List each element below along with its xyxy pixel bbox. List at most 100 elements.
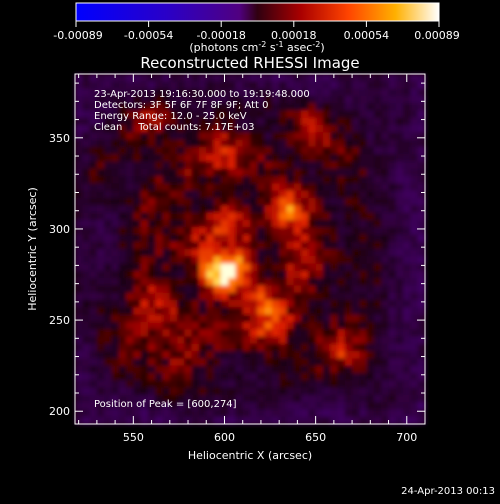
heatmap-cell: [271, 110, 280, 119]
heatmap-cell: [315, 292, 324, 301]
heatmap-cell: [191, 161, 200, 170]
heatmap-cell: [96, 176, 105, 184]
heatmap-cell: [118, 365, 127, 374]
heatmap-cell: [118, 117, 127, 126]
heatmap-cell: [220, 95, 229, 104]
heatmap-cell: [213, 176, 222, 184]
heatmap-cell: [381, 314, 390, 323]
heatmap-cell: [381, 241, 390, 250]
heatmap-cell: [104, 81, 113, 90]
heatmap-cell: [271, 270, 280, 279]
heatmap-cell: [330, 372, 339, 381]
heatmap-cell: [410, 146, 419, 155]
heatmap-cell: [264, 176, 273, 184]
heatmap-cell: [133, 146, 142, 155]
heatmap-cell: [184, 387, 193, 396]
heatmap-cell: [337, 387, 346, 396]
heatmap-cell: [271, 168, 280, 177]
heatmap-cell: [75, 343, 83, 352]
heatmap-cell: [373, 146, 382, 155]
heatmap-cell: [82, 314, 91, 323]
heatmap-cell: [177, 154, 185, 163]
heatmap-cell: [184, 285, 193, 294]
heatmap-cell: [330, 139, 339, 148]
heatmap-cell: [96, 154, 105, 163]
heatmap-cell: [228, 365, 237, 374]
heatmap-cell: [315, 256, 324, 265]
heatmap-cell: [366, 270, 375, 279]
heatmap-cell: [184, 314, 193, 323]
heatmap-cell: [228, 234, 237, 243]
heatmap-cell: [395, 139, 404, 148]
heatmap-cell: [403, 161, 412, 170]
heatmap-cell: [96, 125, 105, 133]
heatmap-cell: [330, 270, 339, 279]
heatmap-cell: [337, 394, 346, 403]
heatmap-cell: [352, 117, 360, 126]
heatmap-cell: [235, 234, 244, 243]
heatmap-cell: [315, 74, 324, 82]
heatmap-cell: [395, 241, 404, 250]
heatmap-cell: [126, 176, 134, 184]
heatmap-cell: [75, 176, 83, 184]
heatmap-cell: [104, 117, 113, 126]
heatmap-cell: [257, 154, 266, 163]
heatmap-cell: [177, 234, 185, 243]
heatmap-cell: [322, 394, 331, 403]
heatmap-cell: [126, 321, 134, 330]
heatmap-cell: [301, 314, 309, 323]
heatmap-cell: [198, 402, 207, 411]
heatmap-cell: [96, 95, 105, 104]
y-axis-label: Heliocentric Y (arcsec): [26, 187, 39, 311]
heatmap-cell: [308, 387, 317, 396]
heatmap-cell: [96, 103, 105, 112]
heatmap-cell: [264, 103, 273, 112]
heatmap-cell: [366, 372, 375, 381]
heatmap-cell: [322, 176, 331, 184]
heatmap-cell: [242, 249, 251, 257]
heatmap-cell: [169, 168, 178, 177]
heatmap-cell: [111, 234, 120, 243]
heatmap-cell: [322, 285, 331, 294]
heatmap-cell: [75, 95, 83, 104]
heatmap-cell: [126, 402, 134, 411]
heatmap-cell: [410, 249, 419, 257]
heatmap-cell: [322, 154, 331, 163]
heatmap-cell: [264, 321, 273, 330]
heatmap-cell: [147, 205, 156, 214]
heatmap-cell: [403, 154, 412, 163]
heatmap-cell: [155, 380, 164, 389]
heatmap-cell: [82, 249, 91, 257]
heatmap-cell: [162, 394, 171, 403]
heatmap-cell: [301, 387, 309, 396]
heatmap-cell: [133, 314, 142, 323]
heatmap-cell: [271, 351, 280, 359]
heatmap-cell: [337, 176, 346, 184]
heatmap-cell: [104, 249, 113, 257]
heatmap-cell: [89, 190, 98, 199]
heatmap-cell: [403, 285, 412, 294]
heatmap-cell: [250, 197, 258, 206]
heatmap-cell: [395, 81, 404, 90]
heatmap-cell: [395, 125, 404, 133]
heatmap-cell: [352, 125, 360, 133]
heatmap-cell: [242, 234, 251, 243]
heatmap-cell: [417, 154, 426, 163]
heatmap-cell: [373, 183, 382, 192]
heatmap-cell: [359, 278, 368, 287]
heatmap-cell: [140, 336, 149, 345]
heatmap-cell: [308, 139, 317, 148]
heatmap-cell: [198, 321, 207, 330]
heatmap-cell: [330, 227, 339, 236]
heatmap-cell: [213, 197, 222, 206]
heatmap-cell: [96, 336, 105, 345]
heatmap-cell: [82, 365, 91, 374]
heatmap-cell: [257, 139, 266, 148]
heatmap-cell: [395, 402, 404, 411]
heatmap-cell: [89, 212, 98, 221]
heatmap-cell: [286, 394, 295, 403]
heatmap-cell: [279, 81, 288, 90]
heatmap-cell: [177, 263, 185, 272]
heatmap-cell: [140, 387, 149, 396]
heatmap-cell: [118, 110, 127, 119]
